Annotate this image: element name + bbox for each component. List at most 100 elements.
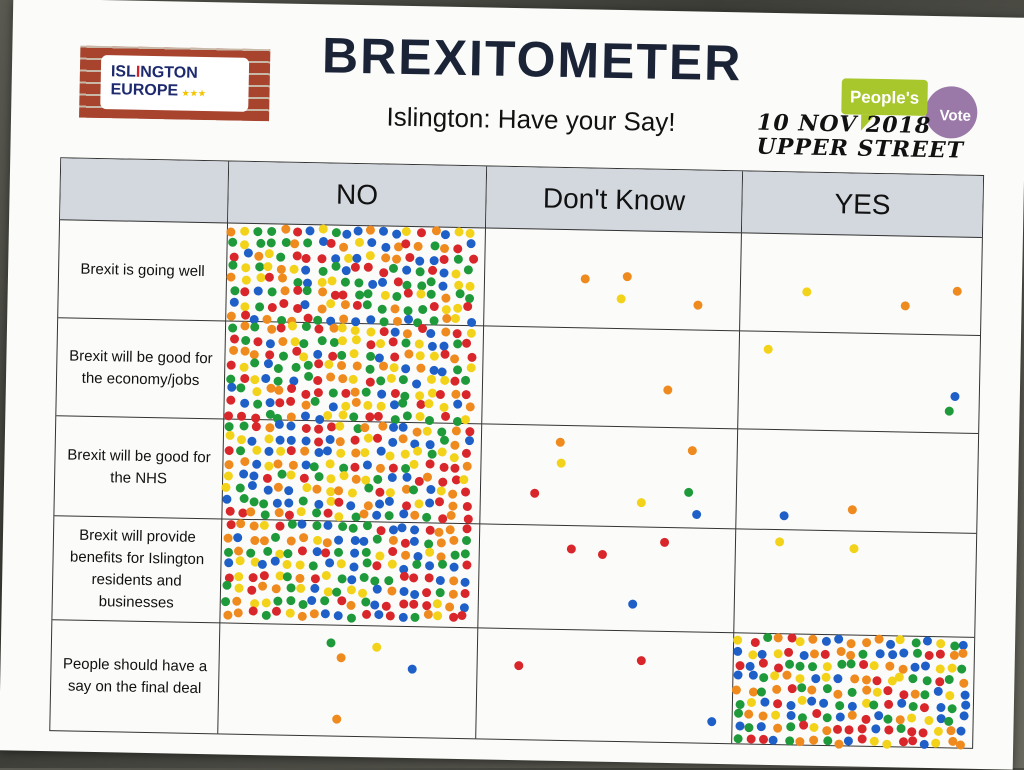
sticker-dot [350, 387, 360, 397]
sticker-dot [733, 635, 743, 645]
sticker-dot [384, 511, 394, 521]
sticker-dot [960, 690, 970, 700]
sticker-dot [308, 561, 318, 571]
sticker-dot [415, 267, 425, 277]
sticker-dot [425, 440, 435, 450]
sticker-dot [361, 475, 371, 485]
sticker-dot [403, 288, 413, 298]
sticker-dot [224, 422, 234, 432]
sticker-dot [907, 727, 917, 737]
sticker-dot [296, 583, 306, 593]
sticker-dot [226, 272, 236, 282]
sticker-dot [351, 335, 361, 345]
sticker-dot [247, 481, 257, 491]
sticker-dot [453, 399, 463, 409]
sticker-dot [300, 446, 310, 456]
sticker-dot [265, 339, 275, 349]
sticker-dot [913, 648, 923, 658]
sticker-dot [240, 457, 250, 467]
sticker-dot [388, 535, 398, 545]
sticker-dot [465, 436, 475, 446]
sticker-dot [872, 687, 882, 697]
sticker-dot [359, 572, 369, 582]
sticker-dot [234, 572, 244, 582]
sticker-dot [273, 459, 283, 469]
sticker-dot [372, 642, 382, 652]
sticker-dot [821, 636, 831, 646]
sticker-dot [616, 294, 626, 304]
row-label-going-well: Brexit is going well [58, 220, 229, 322]
sticker-dot [809, 722, 819, 732]
sticker-dot [773, 663, 783, 673]
sticker-dot [410, 439, 420, 449]
sticker-dot [263, 359, 273, 369]
sticker-dot [403, 306, 413, 316]
sticker-dot [385, 488, 395, 498]
sticker-dot [426, 277, 436, 287]
sticker-dot [746, 698, 756, 708]
sticker-dot [267, 302, 277, 312]
sticker-dot [846, 659, 856, 669]
sticker-dot [952, 286, 962, 296]
sticker-dot [514, 661, 524, 671]
sticker-dot [811, 674, 821, 684]
sticker-dot [687, 446, 697, 456]
row-label-economy: Brexit will be good for the economy/jobs [56, 318, 227, 420]
sticker-dot [409, 485, 419, 495]
sticker-dot [366, 351, 376, 361]
sticker-dot [388, 547, 398, 557]
sticker-dot [362, 521, 372, 531]
sticker-dot [323, 508, 333, 518]
sticker-dot [309, 609, 319, 619]
sticker-dot [959, 678, 969, 688]
sticker-dot [958, 648, 968, 658]
sticker-dot [346, 501, 356, 511]
sticker-dot [331, 254, 341, 264]
sticker-dot [351, 512, 361, 522]
handwritten-location: UPPER STREET [756, 133, 965, 164]
sticker-dot [262, 473, 272, 483]
peoples-vote-word2: Vote [939, 107, 971, 125]
sticker-dot [896, 724, 906, 734]
sticker-dot [410, 510, 420, 520]
sticker-dot [439, 462, 449, 472]
sticker-dot [366, 315, 376, 325]
sticker-dot [290, 239, 300, 249]
sticker-dot [265, 398, 275, 408]
sticker-dot [834, 739, 844, 749]
sticker-dot [253, 399, 263, 409]
sticker-dot [450, 376, 460, 386]
sticker-dot [389, 422, 399, 432]
sticker-dot [293, 304, 303, 314]
sticker-dot [325, 558, 335, 568]
sticker-dot [227, 382, 237, 392]
sticker-dot [229, 297, 239, 307]
sticker-dot [284, 486, 294, 496]
sticker-dot [922, 636, 932, 646]
sticker-dot [266, 383, 276, 393]
sticker-dot [427, 341, 437, 351]
sticker-dot [241, 263, 251, 273]
sticker-dot [326, 474, 336, 484]
sticker-dot [349, 349, 359, 359]
sticker-dot [424, 539, 434, 549]
sticker-dot [398, 434, 408, 444]
row-label-islington-benefits: Brexit will provide benefits for Islingt… [52, 516, 223, 624]
header-corner [60, 158, 230, 224]
sticker-dot [958, 640, 968, 650]
sticker-dot [267, 324, 277, 334]
sticker-dot [362, 300, 372, 310]
sticker-dot [822, 684, 832, 694]
sticker-dot [286, 536, 296, 546]
sticker-dot [460, 577, 470, 587]
sticker-dot [372, 534, 382, 544]
sticker-dot [399, 564, 409, 574]
sticker-dot [301, 389, 311, 399]
sticker-dot [784, 647, 794, 657]
sticker-dot [226, 227, 236, 237]
vote-cell [731, 633, 974, 750]
sticker-dot [341, 388, 351, 398]
sticker-dot [229, 252, 239, 262]
sticker-dot [907, 713, 917, 723]
sticker-dot [314, 447, 324, 457]
